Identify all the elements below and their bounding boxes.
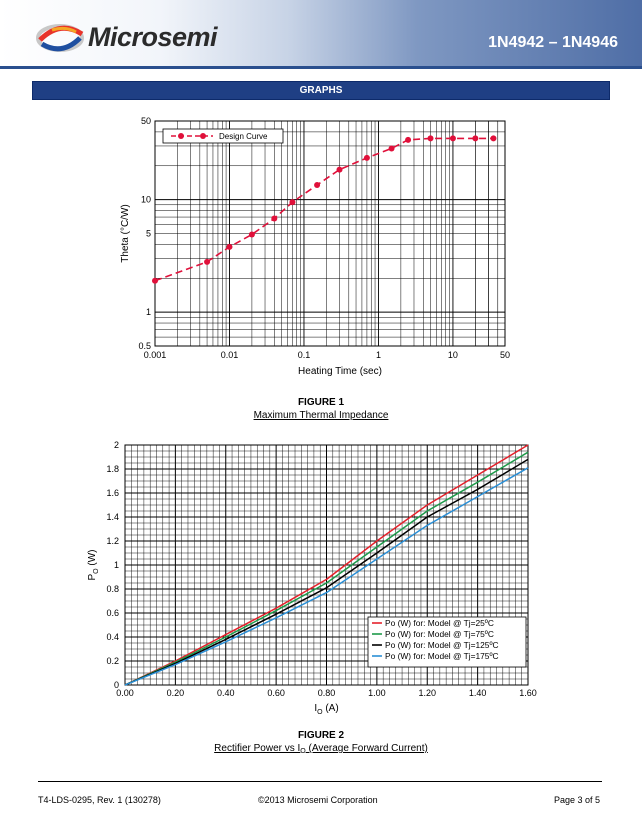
x-tick-label: 1.40: [469, 688, 487, 698]
y-tick-label: 1.6: [106, 488, 119, 498]
y-axis-label: Theta (°C/W): [120, 204, 131, 262]
legend-box: [367, 616, 527, 668]
x-axis-label: IO (A): [314, 703, 338, 716]
figure2-chart: 0.00 0.20 0.40 0.60 0.80 1.00 1.20 1.40 1.60 0 0.2…: [87, 440, 537, 716]
figure1-chart: 0.001 0.01 0.1 1 10 50 0.5 1 5 10 50 Heating Time (…: [120, 116, 510, 377]
y-tick-label: 0.2: [106, 656, 119, 666]
y-tick-label: 2: [114, 440, 119, 450]
section-title: GRAPHS: [32, 81, 610, 100]
legend-label: Design Curve: [219, 132, 268, 141]
series-line: [154, 137, 494, 282]
x-tick-label: 0.80: [318, 688, 336, 698]
data-point: [336, 166, 343, 173]
legend-label: Po (W) for: Model @ Tj=125ºC: [385, 640, 499, 650]
y-tick-label: 0.6: [106, 608, 119, 618]
y-tick-label: 0: [114, 680, 119, 690]
y-tick-label: 10: [141, 195, 151, 205]
series-line: [124, 467, 529, 686]
part-number: 1N4942 – 1N4946: [488, 34, 618, 51]
x-tick-label: 0.1: [298, 350, 311, 360]
data-point: [248, 231, 255, 238]
logo-text: Microsemi: [88, 22, 218, 52]
data-point: [289, 199, 296, 206]
x-tick-label: 1.00: [368, 688, 386, 698]
x-tick-label: 1.60: [519, 688, 537, 698]
legend-label: Po (W) for: Model @ Tj=25ºC: [385, 618, 494, 628]
y-tick-label: 1.2: [106, 536, 119, 546]
y-tick-label: 0.8: [106, 584, 119, 594]
data-point: [271, 215, 278, 222]
legend-marker: [200, 133, 206, 139]
page-header: [0, 0, 642, 68]
y-axis-label: PO (W): [87, 549, 100, 580]
x-tick-label: 10: [448, 350, 458, 360]
legend-label: Po (W) for: Model @ Tj=175ºC: [385, 651, 499, 661]
data-point: [314, 181, 321, 188]
data-point: [472, 135, 479, 142]
x-tick-label: 1: [376, 350, 381, 360]
series-line: [124, 444, 529, 686]
footer-page-number: Page 3 of 5: [553, 795, 600, 805]
series-line: [124, 458, 529, 686]
data-point: [427, 135, 434, 142]
data-point: [363, 154, 370, 161]
data-point: [405, 136, 412, 143]
data-point: [490, 135, 497, 142]
x-tick-label: 0.01: [221, 350, 239, 360]
footer-divider: [38, 781, 602, 782]
x-tick-label: 50: [500, 350, 510, 360]
x-tick-label: 0.60: [267, 688, 285, 698]
data-point: [152, 277, 158, 284]
footer-copyright: ©2013 Microsemi Corporation: [258, 795, 378, 805]
legend-box: [162, 128, 284, 144]
data-point: [388, 145, 395, 152]
data-point: [226, 243, 233, 250]
header-divider: [0, 66, 642, 69]
y-tick-label: 0.4: [106, 632, 119, 642]
microsemi-logo-icon: [36, 24, 84, 52]
figure1-subtitle: Maximum Thermal Impedance: [253, 410, 389, 421]
figure2-subtitle: Rectifier Power vs IO (Average Forward C…: [214, 743, 428, 755]
legend-label: Po (W) for: Model @ Tj=75ºC: [385, 629, 494, 639]
y-tick-label: 5: [146, 229, 151, 239]
y-tick-label: 1.4: [106, 512, 119, 522]
x-tick-label: 0.40: [217, 688, 235, 698]
y-tick-label: 50: [141, 116, 151, 126]
data-point: [204, 258, 211, 265]
y-tick-label: 1: [146, 307, 151, 317]
x-axis-label: Heating Time (sec): [298, 366, 382, 377]
series-line: [124, 451, 529, 686]
x-tick-label: 0.001: [144, 350, 167, 360]
x-tick-label: 0.00: [116, 688, 134, 698]
figure2-title: FIGURE 2: [297, 730, 345, 741]
figure1-title: FIGURE 1: [297, 397, 345, 408]
y-tick-label: 0.5: [138, 341, 151, 351]
y-tick-label: 1.8: [106, 464, 119, 474]
x-tick-label: 0.20: [167, 688, 185, 698]
legend-marker: [178, 133, 184, 139]
footer-doc-id: T4-LDS-0295, Rev. 1 (130278): [38, 795, 161, 805]
data-point: [449, 135, 456, 142]
y-tick-label: 1: [114, 560, 119, 570]
x-tick-label: 1.20: [418, 688, 436, 698]
